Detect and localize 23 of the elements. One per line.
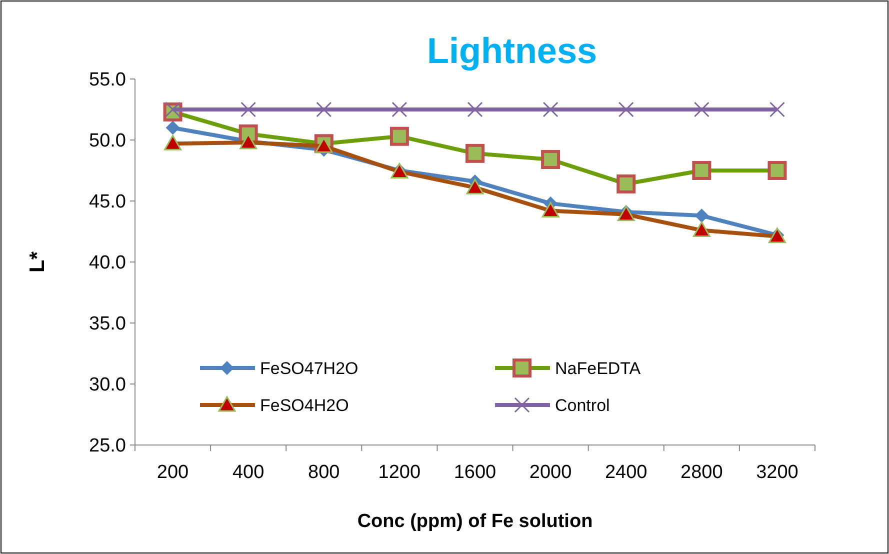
y-tick-label: 50.0	[89, 130, 126, 152]
y-tick-label: 55.0	[89, 70, 126, 91]
y-axis-title: L*	[26, 250, 49, 272]
x-axis-title: Conc (ppm) of Fe solution	[357, 511, 593, 532]
x-tick-label: 2400	[604, 462, 648, 483]
legend-label: Control	[555, 396, 610, 415]
x-tick-label: 200	[156, 462, 189, 483]
x-tick-label: 1600	[454, 462, 496, 483]
y-tick-label: 45.0	[89, 192, 126, 213]
y-tick-label: 30.0	[89, 374, 126, 396]
legend-label: FeSO47H2O	[260, 358, 358, 378]
x-tick-label: 1200	[378, 462, 421, 483]
x-tick-label: 3200	[756, 462, 798, 483]
legend-label: NaFeEDTA	[555, 358, 642, 378]
x-tick-label: 800	[308, 462, 340, 483]
y-tick-label: 40.0	[89, 252, 126, 274]
y-tick-label: 35.0	[89, 314, 126, 335]
x-tick-label: 2800	[680, 462, 723, 483]
x-tick-label: 2000	[529, 462, 572, 483]
y-tick-label: 25.0	[89, 436, 126, 457]
chart-title: Lightness	[426, 30, 598, 71]
legend-label: FeSO4H2O	[260, 396, 349, 415]
x-tick-label: 400	[232, 462, 264, 483]
